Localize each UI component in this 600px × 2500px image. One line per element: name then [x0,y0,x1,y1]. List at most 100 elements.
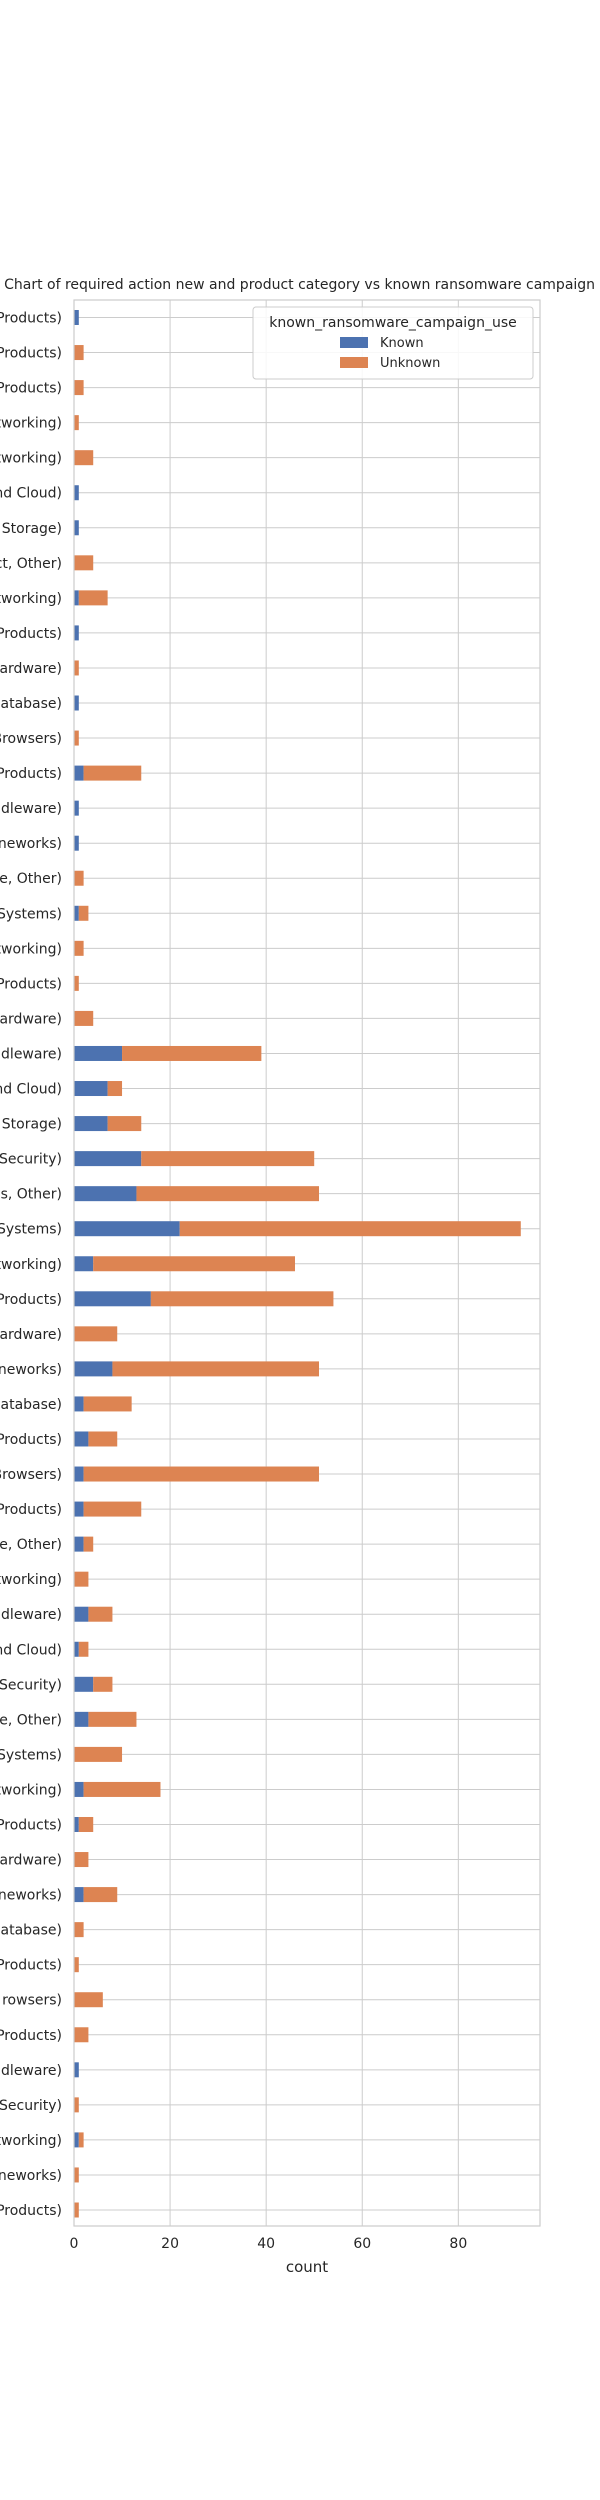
bar-known [74,310,79,325]
bar-known [74,1081,108,1097]
plot-frame [73,299,541,2227]
bar-unknown [74,1746,123,1762]
bar-known [74,1291,151,1307]
bar-unknown [88,1606,113,1622]
bar-unknown [74,975,79,991]
bar-unknown [179,1221,521,1237]
category-label: Database) [0,696,62,712]
bar-unknown [74,1922,84,1938]
category-label: Products) [0,381,62,397]
x-axis-label: count [286,2258,328,2276]
bar-unknown [88,1711,137,1727]
legend-label-known: Known [380,336,424,351]
legend-label-unknown: Unknown [380,356,440,371]
legend-box [252,306,534,380]
category-label: Products) [0,2203,62,2219]
category-label: ardware) [0,661,62,677]
bar-known [74,1781,84,1797]
category-label: Browsers) [0,731,62,747]
category-label: e, Other) [0,1712,62,1728]
category-label: Systems) [0,1222,62,1238]
bar-known [74,800,79,816]
bar-known [74,2062,79,2078]
category-label: Products) [0,346,62,362]
bar-unknown [74,345,84,361]
category-label: tworking) [0,941,62,957]
category-label: ct, Other) [0,556,62,572]
bar-known [74,520,79,536]
category-label: tworking) [0,2133,62,2149]
bar-known [74,1606,89,1622]
bar-known [74,1045,123,1061]
category-label: ddleware) [0,801,62,817]
category-label: Database) [0,1397,62,1413]
bar-unknown [78,1816,94,1832]
gridlines [73,300,540,2226]
category-label: nd Cloud) [0,1642,62,1658]
category-label: Security) [0,2098,62,2114]
bar-known [74,1641,79,1657]
bar-unknown [122,1045,262,1061]
bar-unknown [74,1992,103,2008]
category-label: Security) [0,1152,62,1168]
bar-unknown [74,1010,94,1026]
bar-known [74,1676,94,1692]
bar-known [74,1887,84,1903]
category-label: tworking) [0,1782,62,1798]
category-label: e, Other) [0,1537,62,1553]
bar-unknown [112,1361,320,1377]
category-label: Security) [0,1677,62,1693]
bar-known [74,905,79,921]
category-label: e, Other) [0,871,62,887]
bar-unknown [136,1186,320,1202]
category-label: Storage) [2,1117,62,1133]
bar-known [74,2132,79,2148]
bars [74,310,521,2218]
bar-known [74,1221,180,1237]
bar-unknown [83,765,142,781]
x-tick-label: 80 [449,2236,467,2252]
category-label: Storage) [2,521,62,537]
bar-known [74,1816,79,1832]
bar-unknown [78,590,108,606]
category-label: neworks) [0,836,62,852]
category-label: tworking) [0,591,62,607]
bar-known [74,765,84,781]
bar-unknown [78,2132,84,2148]
category-label: neworks) [0,2168,62,2184]
bar-known [74,1536,84,1552]
bar-known [74,485,79,501]
bar-unknown [74,2027,89,2043]
bar-unknown [93,1256,295,1272]
bar-unknown [74,1852,89,1868]
category-label: neworks) [0,1362,62,1378]
category-label: nd Cloud) [0,1082,62,1098]
bar-unknown [74,415,79,431]
bar-known [74,590,79,606]
category-label: Products) [0,311,62,327]
category-label: ddleware) [0,1046,62,1062]
bar-unknown [78,1641,89,1657]
category-label: Products) [0,1817,62,1833]
bar-unknown [107,1116,142,1132]
legend-title: known_ransomware_campaign_use [269,315,516,331]
category-label: neworks) [0,1888,62,1904]
category-label: es, Other) [0,1187,62,1203]
bar-unknown [74,450,94,466]
bar-unknown [74,380,84,396]
bar-unknown [78,905,89,921]
bar-unknown [83,1781,161,1797]
category-label: Products) [0,1292,62,1308]
category-label: ddleware) [0,2063,62,2079]
category-label: ddleware) [0,1607,62,1623]
bar-unknown [74,555,94,571]
bar-known [74,1186,137,1202]
category-label: ardware) [0,1327,62,1343]
category-label: nd Cloud) [0,486,62,502]
category-label: Products) [0,626,62,642]
bar-unknown [74,1571,89,1587]
bar-known [74,835,79,851]
category-labels: Products) Products) Products) tworking) twor… [0,311,62,2220]
category-label: Products) [0,2028,62,2044]
bar-known [74,1256,94,1272]
